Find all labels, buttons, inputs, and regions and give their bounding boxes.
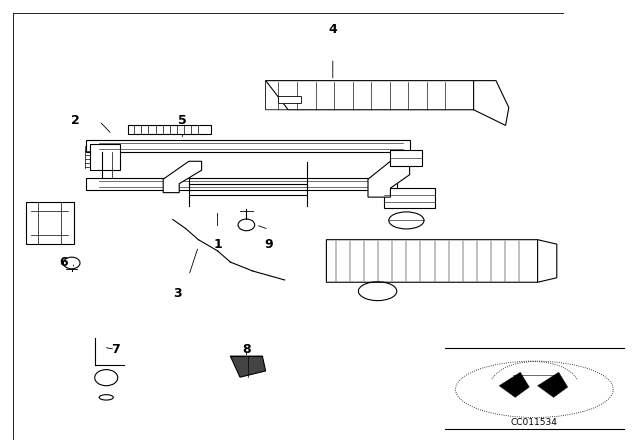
Polygon shape [86, 140, 410, 152]
Polygon shape [266, 81, 288, 110]
Polygon shape [538, 372, 568, 397]
Text: CC011534: CC011534 [511, 418, 558, 427]
Polygon shape [230, 356, 266, 377]
Polygon shape [266, 81, 496, 110]
Polygon shape [474, 81, 509, 125]
Polygon shape [128, 125, 211, 134]
Text: 8: 8 [242, 343, 251, 356]
Polygon shape [278, 96, 301, 103]
Polygon shape [90, 144, 120, 170]
Polygon shape [86, 178, 397, 190]
Polygon shape [163, 161, 202, 193]
Polygon shape [26, 202, 74, 244]
Text: 6: 6 [60, 255, 68, 269]
Polygon shape [368, 161, 410, 197]
Polygon shape [326, 240, 544, 282]
Text: 3: 3 [173, 287, 182, 300]
Text: 4: 4 [328, 22, 337, 36]
Polygon shape [390, 150, 422, 166]
Text: 7: 7 [111, 343, 120, 356]
Text: 2: 2 [71, 114, 80, 128]
Text: 5: 5 [178, 114, 187, 128]
Polygon shape [384, 188, 435, 208]
Polygon shape [538, 240, 557, 282]
Text: 1: 1 [213, 237, 222, 251]
Polygon shape [499, 372, 529, 397]
Text: 9: 9 [264, 237, 273, 251]
